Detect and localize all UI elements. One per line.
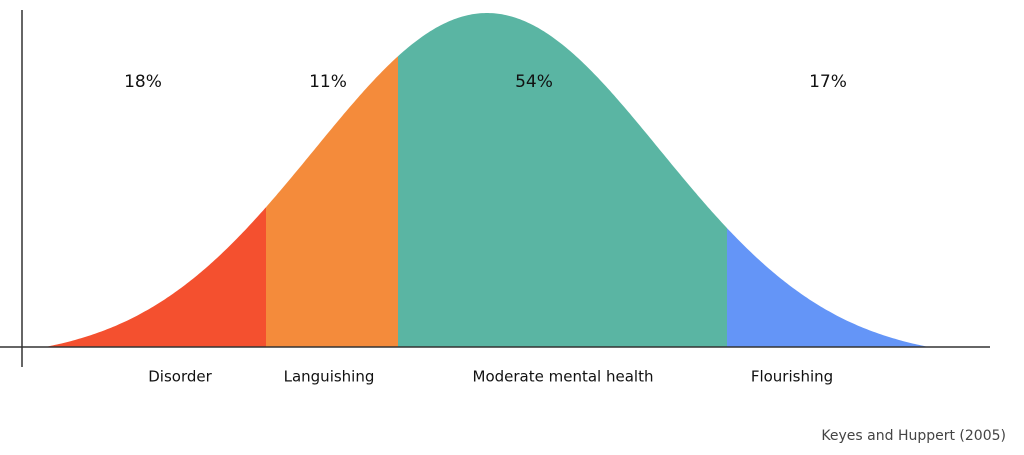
segment-area [266, 56, 398, 347]
segment-area [727, 228, 955, 347]
segment-label: Disorder [148, 368, 212, 386]
bell-curve [45, 13, 955, 347]
segment-percent: 11% [309, 72, 347, 92]
segment-label: Flourishing [751, 368, 833, 386]
segment-percent: 18% [124, 72, 162, 92]
segment-area [398, 13, 727, 347]
source: Keyes and Huppert (2005) [821, 428, 1006, 444]
segment-label: Moderate mental health [473, 368, 654, 386]
segment-percent: 54% [515, 72, 553, 92]
segment-area [45, 207, 266, 347]
segment-percent: 17% [809, 72, 847, 92]
segment-label: Languishing [284, 368, 375, 386]
